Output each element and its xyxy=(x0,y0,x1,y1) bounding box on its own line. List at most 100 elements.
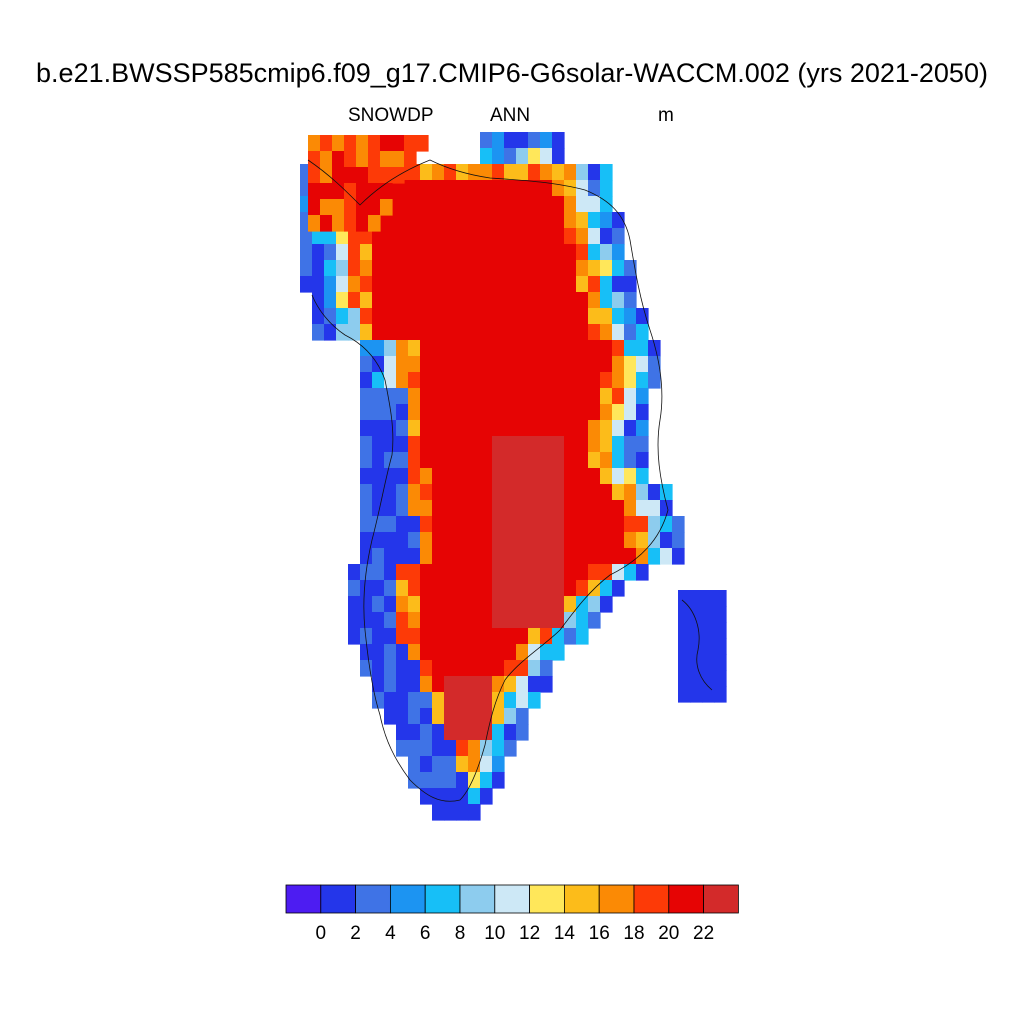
map-cell xyxy=(312,260,325,277)
map-cell xyxy=(368,183,381,200)
map-cell xyxy=(480,516,493,533)
map-cell xyxy=(336,276,349,293)
map-cell xyxy=(444,708,457,725)
map-cell xyxy=(408,644,421,661)
map-cell xyxy=(564,612,577,629)
map-cell xyxy=(396,676,409,693)
map-cell xyxy=(336,244,349,261)
map-cell xyxy=(408,484,421,501)
map-cell xyxy=(600,196,613,213)
map-cell xyxy=(600,404,613,421)
map-cell xyxy=(600,436,613,453)
map-cell xyxy=(624,484,637,501)
map-cell xyxy=(396,260,409,277)
map-cell xyxy=(588,436,601,453)
map-cell xyxy=(504,164,517,181)
map-cell xyxy=(678,590,691,607)
map-cell xyxy=(588,420,601,437)
map-cell xyxy=(480,276,493,293)
map-cell xyxy=(540,660,553,677)
map-cell xyxy=(468,404,481,421)
map-cell xyxy=(300,276,313,293)
map-cell xyxy=(360,260,373,277)
map-cell xyxy=(528,580,541,597)
map-cell xyxy=(360,244,373,261)
map-cell xyxy=(396,516,409,533)
map-cell xyxy=(504,228,517,245)
map-cell xyxy=(372,244,385,261)
map-cell xyxy=(528,212,541,229)
map-cell xyxy=(432,516,445,533)
map-cell xyxy=(360,484,373,501)
map-cell xyxy=(564,180,577,197)
map-cell xyxy=(456,340,469,357)
map-cell xyxy=(444,308,457,325)
map-cell xyxy=(444,660,457,677)
map-cell xyxy=(612,580,625,597)
map-cell xyxy=(468,804,481,821)
map-cell xyxy=(384,516,397,533)
map-cell xyxy=(612,228,625,245)
map-cell xyxy=(384,276,397,293)
map-cell xyxy=(504,276,517,293)
map-cell xyxy=(312,292,325,309)
map-cell xyxy=(348,612,361,629)
map-cell xyxy=(588,484,601,501)
map-cell xyxy=(444,276,457,293)
map-cell xyxy=(480,660,493,677)
map-cell xyxy=(344,151,357,168)
map-cell xyxy=(552,580,565,597)
map-cell xyxy=(408,228,421,245)
map-cell xyxy=(372,324,385,341)
map-cell xyxy=(368,167,381,184)
map-cell xyxy=(396,724,409,741)
map-cell xyxy=(468,612,481,629)
map-cell xyxy=(372,548,385,565)
map-cell xyxy=(372,468,385,485)
map-cell xyxy=(360,500,373,517)
map-cell xyxy=(576,356,589,373)
map-cell xyxy=(420,292,433,309)
map-cell xyxy=(528,372,541,389)
season-label: ANN xyxy=(490,105,531,126)
map-cell xyxy=(432,244,445,261)
map-cell xyxy=(690,654,703,671)
map-cell xyxy=(324,276,337,293)
map-cell xyxy=(612,244,625,261)
map-cell xyxy=(588,196,601,213)
map-cell xyxy=(444,740,457,757)
map-cell xyxy=(492,356,505,373)
map-cell xyxy=(588,452,601,469)
map-cell xyxy=(444,260,457,277)
map-cell xyxy=(504,516,517,533)
map-cell xyxy=(444,212,457,229)
map-cell xyxy=(588,404,601,421)
map-cell xyxy=(516,404,529,421)
map-cell xyxy=(528,196,541,213)
map-cell xyxy=(468,356,481,373)
map-cell xyxy=(444,164,457,181)
map-cell xyxy=(480,260,493,277)
map-cell xyxy=(456,276,469,293)
map-cell xyxy=(420,308,433,325)
map-cell xyxy=(516,692,529,709)
map-cell xyxy=(396,372,409,389)
colorbar-box xyxy=(703,884,739,914)
map-cell xyxy=(396,628,409,645)
map-cell xyxy=(468,244,481,261)
map-cell xyxy=(624,372,637,389)
map-cell xyxy=(372,644,385,661)
map-cell xyxy=(540,644,553,661)
map-cell xyxy=(396,436,409,453)
map-cell xyxy=(516,564,529,581)
map-cell xyxy=(308,215,321,232)
map-cell xyxy=(492,420,505,437)
map-cell xyxy=(456,292,469,309)
map-cell xyxy=(504,708,517,725)
map-cell xyxy=(420,468,433,485)
map-cell xyxy=(420,532,433,549)
map-cell xyxy=(516,276,529,293)
map-cell xyxy=(372,596,385,613)
map-cell xyxy=(624,420,637,437)
map-cell xyxy=(714,606,727,623)
